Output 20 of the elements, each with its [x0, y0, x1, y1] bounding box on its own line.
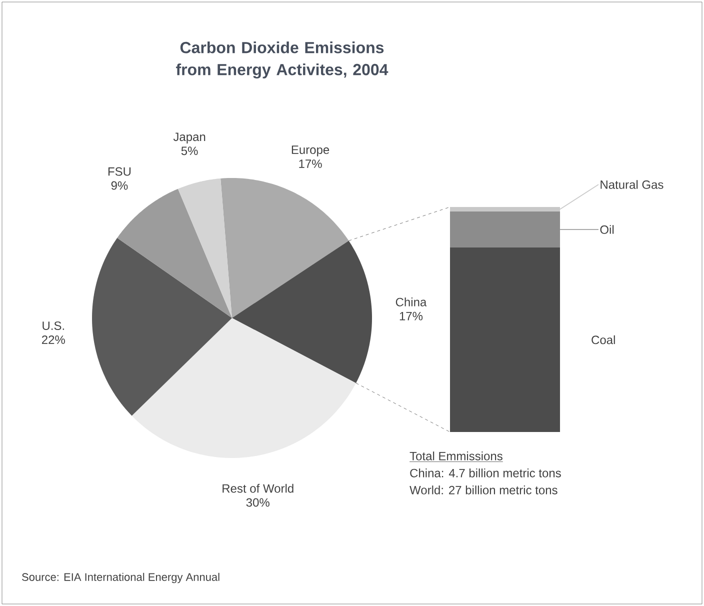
text: Total Emmissions [410, 452, 502, 460]
slice-label: FSU [108, 167, 131, 176]
text: China: 4.7 billion metric tons [410, 468, 561, 478]
data-label: 30% [246, 498, 270, 507]
slice-label: Japan [173, 132, 206, 144]
text: Coal [592, 335, 615, 344]
data-label: 22% [42, 335, 65, 344]
data-label: 17% [400, 312, 423, 320]
slice-label: Europe [292, 146, 330, 156]
text: Natural Gas [600, 180, 664, 189]
text: World: 27 billion metric tons [410, 486, 558, 494]
legend-label: Oil [600, 225, 614, 234]
data-label: 17% [299, 160, 322, 168]
source-note: Source: EIA International Energy Annual [22, 572, 220, 584]
slice-label: Rest of World [222, 484, 294, 493]
slice-label: China [396, 298, 427, 306]
slice-label: U.S. [42, 321, 64, 330]
data-label: 9% [111, 181, 128, 190]
data-label: 5% [181, 146, 198, 156]
chart-title: Carbon Dioxide Emissions from Energy Activites, 2004 [176, 42, 388, 78]
